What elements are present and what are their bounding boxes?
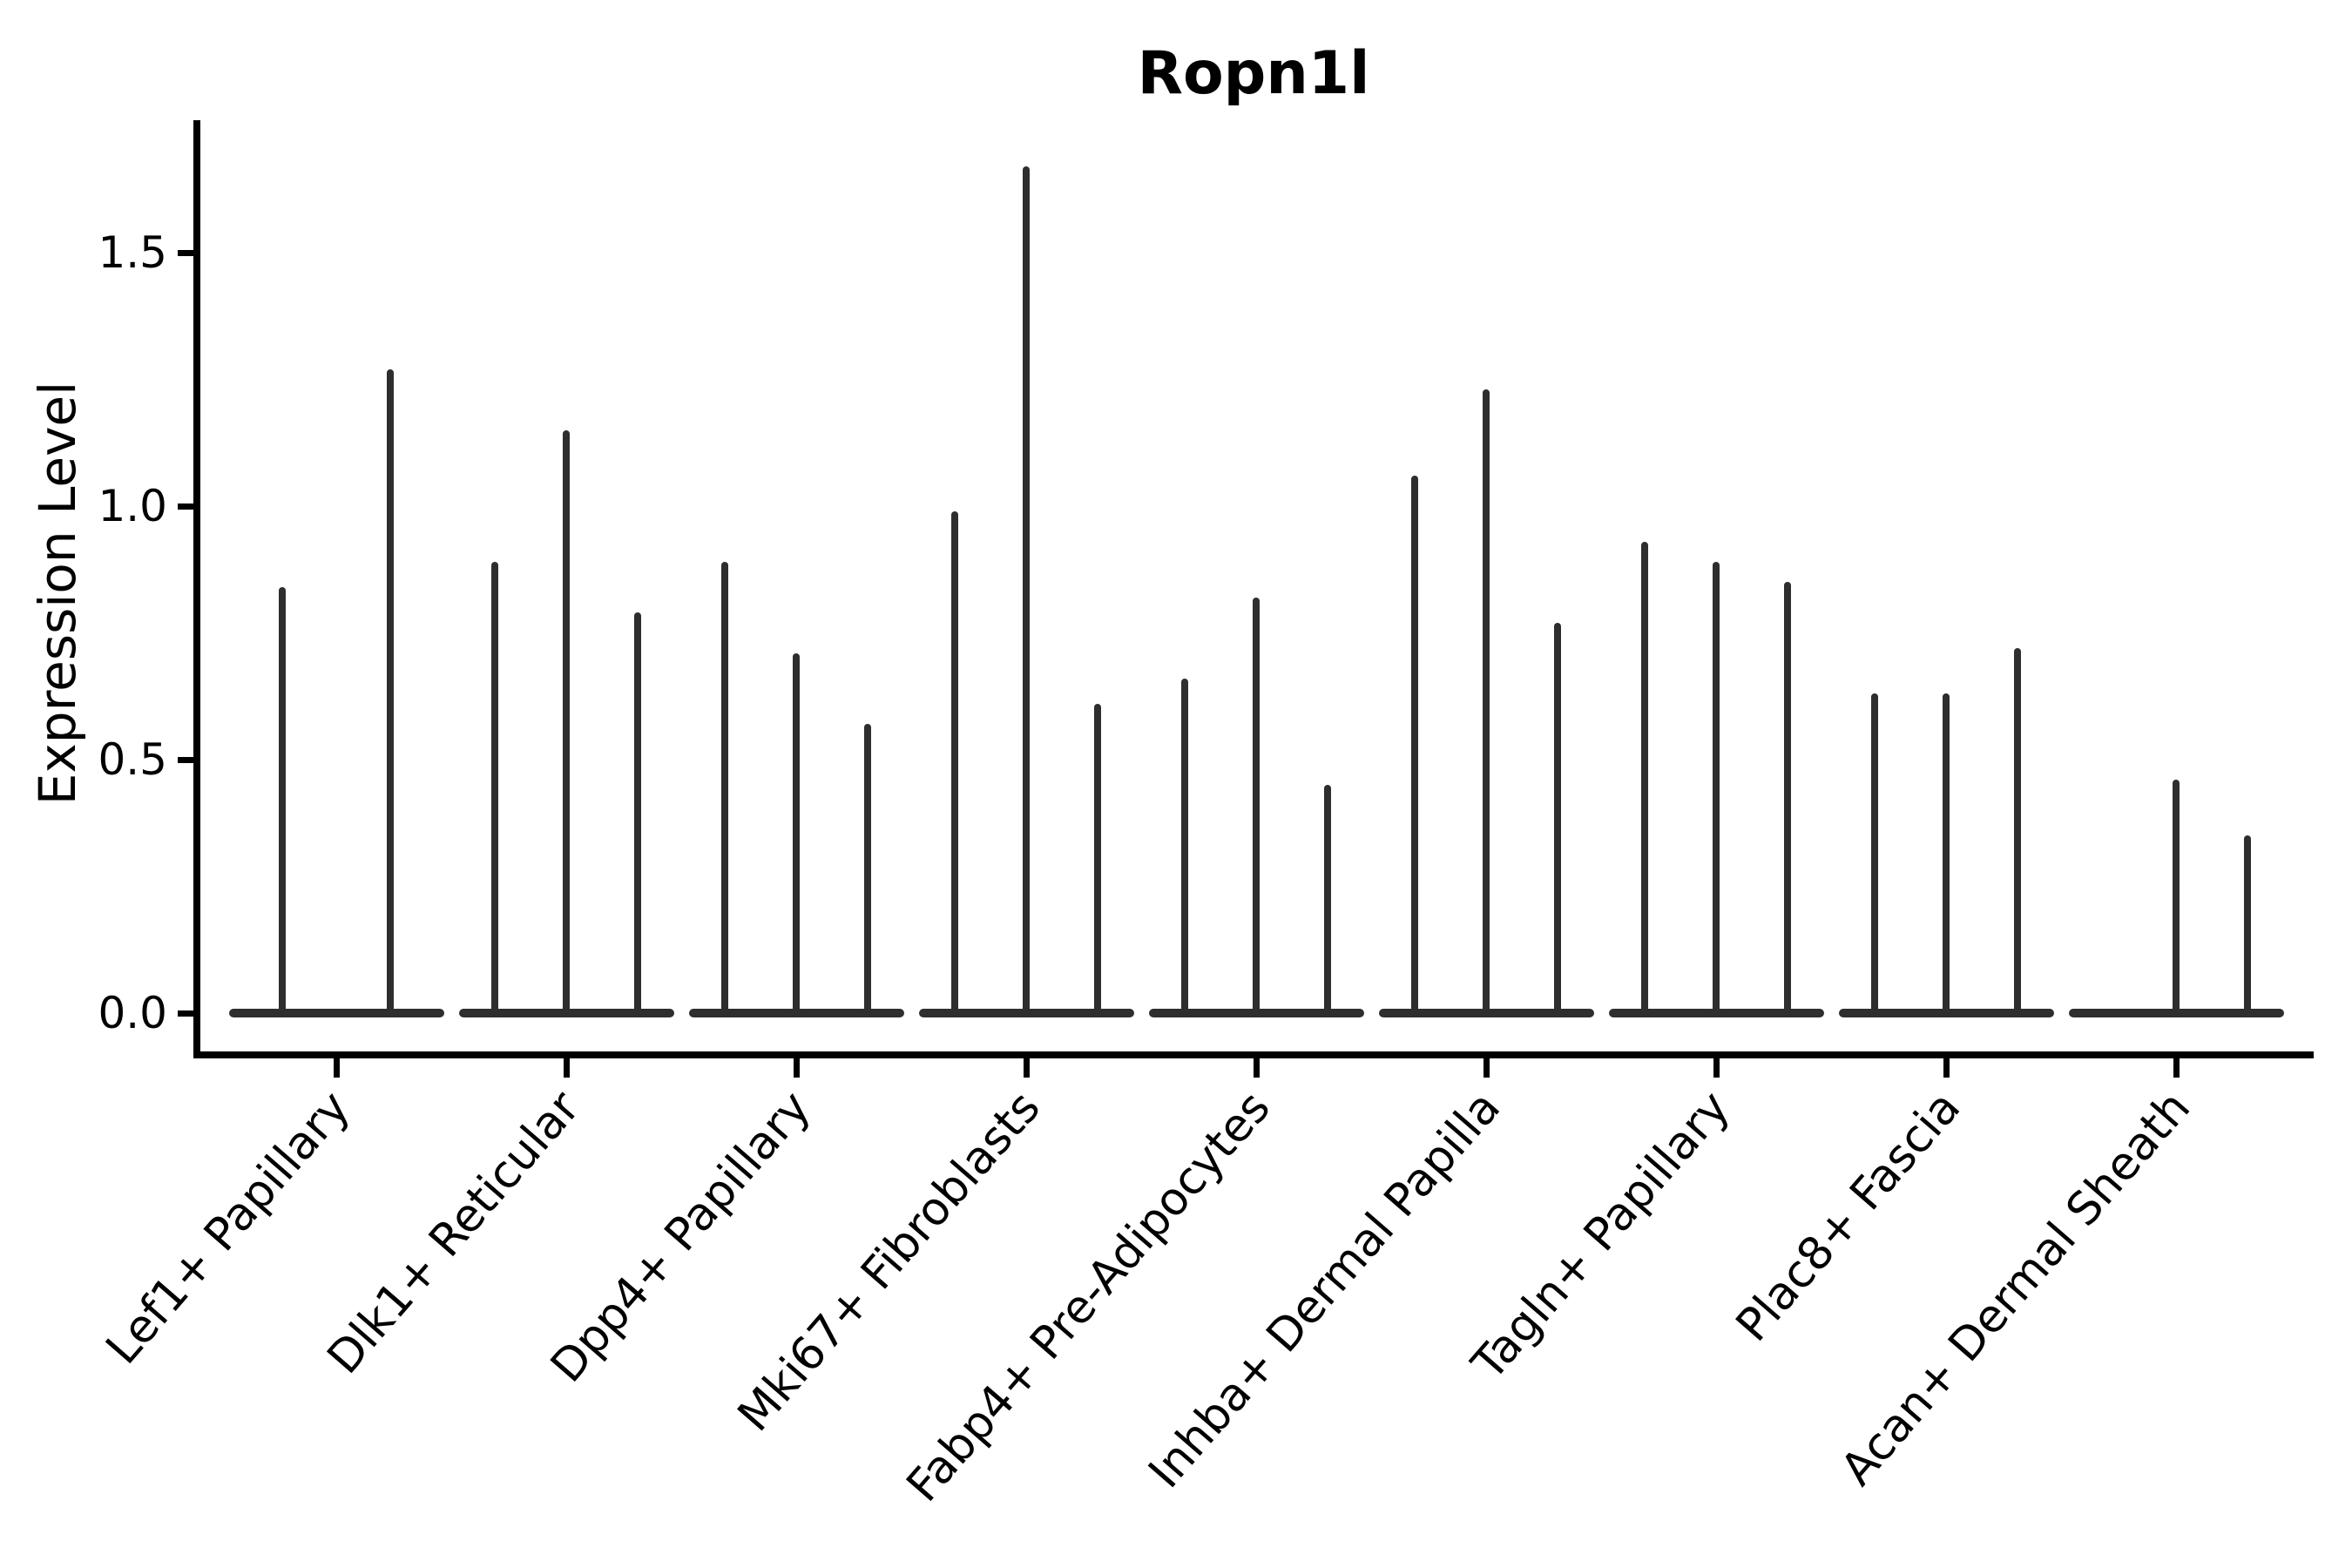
violin-max-spike [793, 652, 800, 1017]
y-tick-label: 1.0 [98, 481, 167, 531]
x-tick-label: Dlk1+ Reticular [318, 1081, 591, 1384]
chart-title: Ropn1l [1137, 39, 1370, 108]
x-tick-label: Lef1+ Papillary [96, 1081, 361, 1375]
violin-baseline-body [228, 1009, 444, 1017]
x-tick-mark [1254, 1057, 1260, 1078]
violin-max-spike [2244, 835, 2252, 1017]
violin-max-spike [1253, 597, 1260, 1017]
violin-max-spike [1094, 703, 1102, 1017]
violin-max-spike [1554, 622, 1562, 1017]
violin-max-spike [2173, 780, 2180, 1017]
y-tick-mark [178, 250, 197, 256]
violin-max-spike [279, 587, 287, 1017]
x-tick-mark [2173, 1057, 2180, 1078]
y-tick-mark [178, 1010, 197, 1017]
violin-max-spike [1180, 678, 1188, 1017]
violin-max-spike [720, 562, 728, 1017]
x-tick-mark [794, 1057, 800, 1078]
violin-max-spike [634, 612, 642, 1017]
y-axis-spine [193, 120, 200, 1058]
violin-max-spike [1870, 693, 1878, 1017]
violin-max-spike [2014, 647, 2022, 1017]
x-tick-label: Plac8+ Fascia [1726, 1081, 1970, 1352]
violin-max-spike [1713, 562, 1720, 1017]
y-tick-mark [178, 504, 197, 510]
violin-max-spike [1943, 693, 1950, 1017]
x-tick-mark [1484, 1057, 1490, 1078]
violin-max-spike [563, 429, 570, 1017]
x-axis-spine [193, 1051, 2314, 1058]
y-tick-label: 0.0 [98, 988, 167, 1038]
y-tick-label: 0.5 [98, 734, 167, 785]
x-tick-mark [564, 1057, 570, 1078]
violin-max-spike [1784, 582, 1792, 1017]
violin-max-spike [1640, 541, 1648, 1017]
y-tick-label: 1.5 [98, 227, 167, 278]
x-tick-mark [1943, 1057, 1950, 1078]
violin-max-spike [1023, 166, 1030, 1017]
violin-max-spike [1410, 476, 1418, 1017]
x-tick-mark [1024, 1057, 1030, 1078]
x-tick-mark [334, 1057, 340, 1078]
violin-max-spike [950, 510, 958, 1017]
violin-max-spike [386, 368, 394, 1017]
violin-max-spike [490, 562, 498, 1017]
violin-max-spike [864, 724, 872, 1017]
violin-max-spike [1483, 389, 1490, 1017]
y-tick-mark [178, 757, 197, 763]
violin-max-spike [1324, 785, 1332, 1017]
x-tick-mark [1713, 1057, 1720, 1078]
